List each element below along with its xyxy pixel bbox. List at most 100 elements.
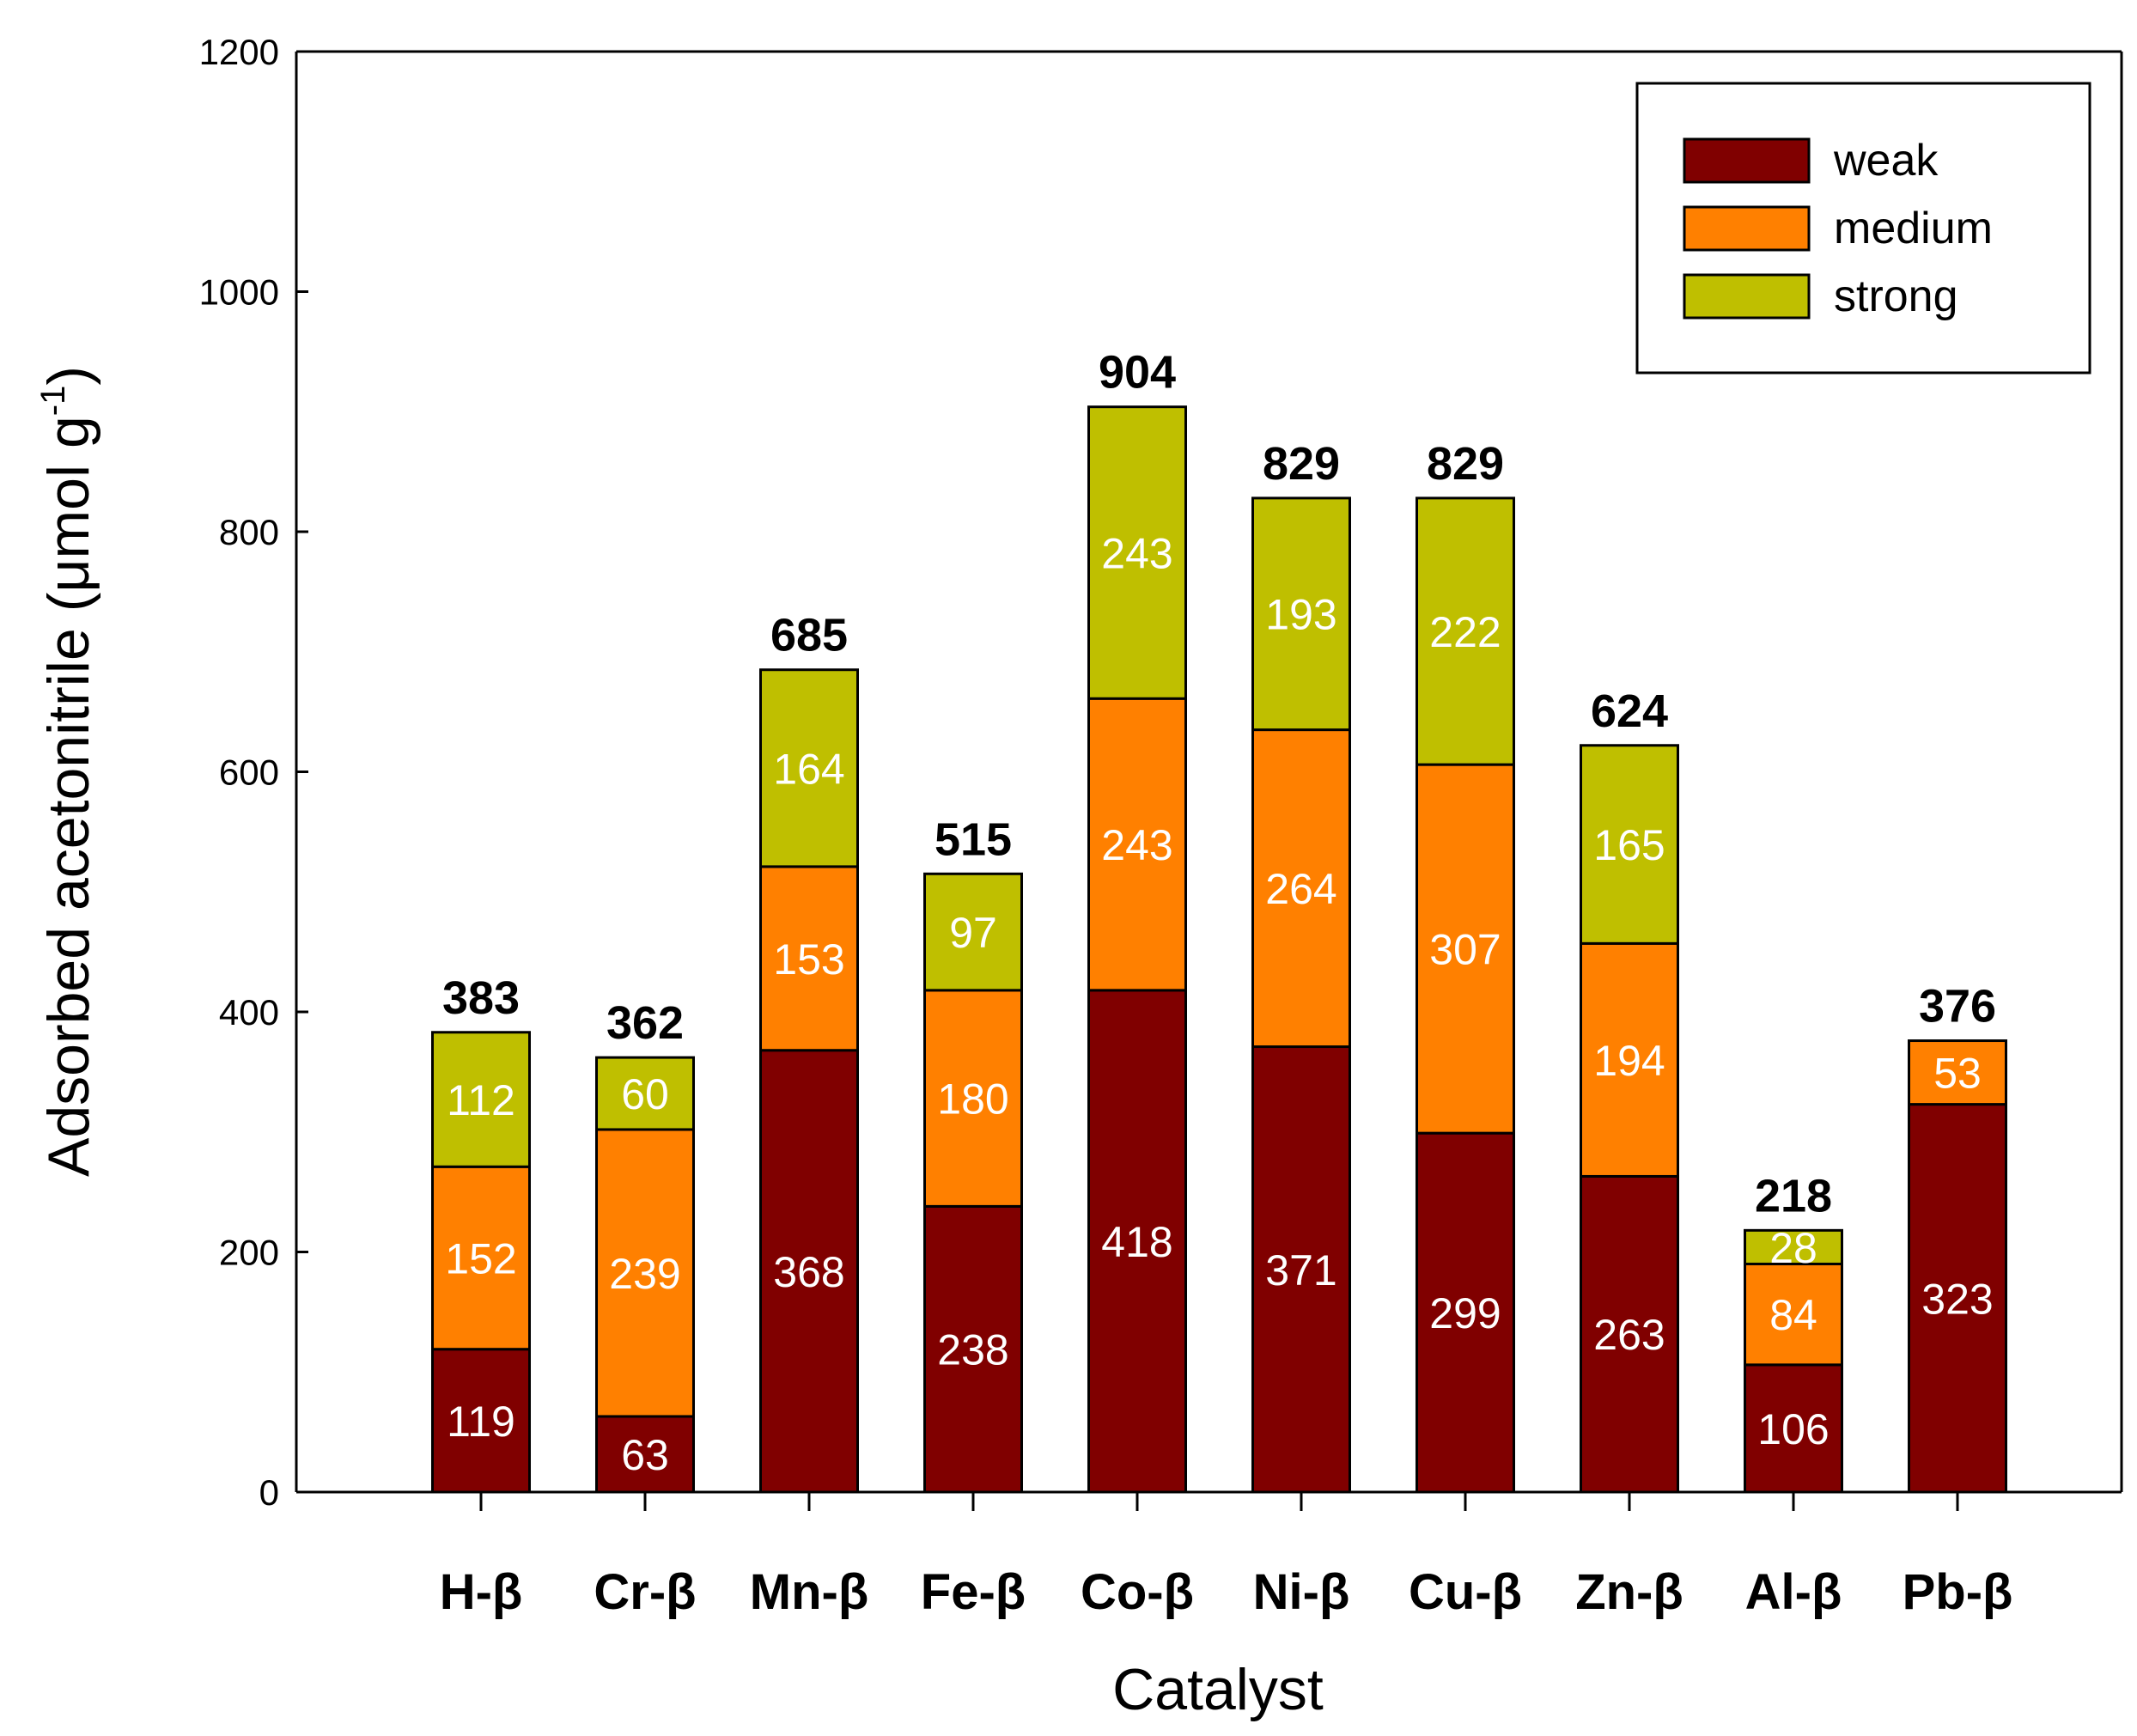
- bar-segment-weak: [1580, 1174, 1679, 1494]
- bar-stack: 368 153 164 685: [759, 610, 859, 1494]
- bar-segment-weak: [1251, 1045, 1351, 1494]
- legend-label-weak: weak: [1833, 136, 1939, 186]
- x-axis-title: Catalyst: [1112, 1657, 1324, 1722]
- bar-segment-weak: [923, 1204, 1023, 1494]
- y-tick-label: 1200: [199, 32, 279, 72]
- data-label-weak: 263: [1593, 1311, 1665, 1359]
- bar-segment-strong: [1251, 496, 1351, 732]
- y-tick-label: 800: [219, 512, 279, 552]
- data-label-medium: 264: [1265, 865, 1336, 913]
- x-tick-label: Co-β: [1081, 1564, 1194, 1620]
- data-label-medium: 180: [937, 1075, 1008, 1124]
- bar-segment-strong: [1087, 405, 1187, 700]
- legend-swatch-strong: [1683, 273, 1811, 320]
- data-label-medium: 153: [773, 935, 844, 984]
- bar-segment-medium: [1087, 697, 1187, 992]
- total-label: 829: [1427, 438, 1504, 490]
- data-label-strong: 28: [1769, 1224, 1817, 1272]
- total-label: 218: [1755, 1170, 1832, 1221]
- bar-segment-strong: [1744, 1228, 1843, 1265]
- total-label: 376: [1919, 981, 1996, 1032]
- data-label-weak: 119: [447, 1398, 515, 1446]
- legend-label-medium: medium: [1834, 204, 1993, 253]
- data-label-strong: 222: [1429, 608, 1501, 656]
- bar-segment-strong: [431, 1031, 531, 1168]
- bar-segment-medium: [1908, 1039, 2007, 1106]
- total-label: 362: [606, 997, 684, 1049]
- bar-stack: 238 180 97 515: [923, 813, 1023, 1494]
- legend: weak medium strong: [1635, 82, 2091, 375]
- total-label: 624: [1591, 685, 1668, 737]
- data-label-strong: 193: [1265, 591, 1336, 639]
- x-tick-label: Al-β: [1745, 1564, 1842, 1620]
- bar-stack: 263 194 165 624: [1580, 685, 1679, 1494]
- bar-segment-medium: [1580, 941, 1679, 1178]
- legend-swatch-medium: [1683, 205, 1811, 252]
- y-tick-label: 1000: [199, 272, 279, 313]
- x-tick-label: Cr-β: [594, 1564, 696, 1620]
- bar-segment-medium: [1744, 1262, 1843, 1367]
- legend-swatch-weak: [1683, 137, 1811, 184]
- total-label: 829: [1263, 438, 1340, 490]
- bar-segment-medium: [1416, 763, 1515, 1135]
- bar-segment-strong: [923, 872, 1023, 992]
- bar-segment-medium: [759, 865, 859, 1052]
- bar-segment-strong: [595, 1056, 695, 1131]
- x-ticks: H-β Cr-β Mn-β Fe-β Co-β Ni-β Cu-β Zn-β Al-β Pb-β: [440, 1492, 2013, 1620]
- data-label-medium: 194: [1593, 1037, 1665, 1085]
- bar-segment-strong: [759, 668, 859, 868]
- data-label-medium: 152: [445, 1234, 516, 1282]
- bar-segment-medium: [595, 1128, 695, 1418]
- data-label-medium: 239: [609, 1250, 680, 1298]
- bar-stack: 323 53 376: [1908, 981, 2007, 1494]
- data-label-weak: 106: [1757, 1405, 1829, 1453]
- x-tick-label: Fe-β: [921, 1564, 1026, 1620]
- x-tick-label: Ni-β: [1253, 1564, 1350, 1620]
- bar-stack: 63 239 60 362: [595, 997, 695, 1494]
- x-tick-label: Zn-β: [1575, 1564, 1683, 1620]
- y-axis-title-main: Adsorbed acetonitrile (μmol g: [36, 416, 101, 1177]
- y-axis-title-close: ): [36, 366, 101, 386]
- bar-stack: 299 307 222 829: [1416, 438, 1515, 1494]
- data-label-weak: 238: [937, 1326, 1008, 1374]
- y-tick-label: 200: [219, 1233, 279, 1273]
- bar-segment-weak: [759, 1049, 859, 1494]
- data-label-weak: 368: [773, 1248, 844, 1296]
- data-label-weak: 63: [621, 1431, 669, 1479]
- y-tick-label: 600: [219, 752, 279, 793]
- x-tick-label: Cu-β: [1409, 1564, 1522, 1620]
- y-axis-title: Adsorbed acetonitrile (μmol g-1): [34, 366, 101, 1177]
- y-axis-title-superscript: -1: [34, 386, 72, 417]
- bars: 119 152 112 383 63 239 60 362 368 153 164 685 238 180…: [431, 347, 2007, 1494]
- data-label-medium: 53: [1933, 1050, 1982, 1098]
- total-label: 515: [935, 813, 1012, 865]
- data-label-weak: 323: [1921, 1275, 1993, 1323]
- data-label-strong: 164: [773, 745, 844, 793]
- data-label-strong: 60: [621, 1070, 669, 1118]
- bar-segment-strong: [1580, 744, 1679, 945]
- y-ticks: 0 200 400 600 800 1000 1200: [199, 32, 308, 1513]
- total-label: 685: [770, 610, 848, 661]
- legend-items: weak medium strong: [1683, 136, 1993, 321]
- bar-segment-medium: [1251, 728, 1351, 1049]
- x-tick-label: Pb-β: [1903, 1564, 2013, 1620]
- bar-stack: 119 152 112 383: [431, 972, 531, 1494]
- total-label: 904: [1099, 347, 1176, 399]
- data-label-strong: 243: [1101, 529, 1172, 577]
- data-label-medium: 84: [1769, 1291, 1817, 1339]
- legend-label-strong: strong: [1834, 271, 1958, 321]
- x-tick-label: Mn-β: [750, 1564, 868, 1620]
- data-label-weak: 371: [1265, 1246, 1336, 1294]
- data-label-medium: 307: [1429, 926, 1501, 974]
- data-label-strong: 112: [447, 1076, 515, 1124]
- total-label: 383: [442, 972, 520, 1024]
- x-tick-label: H-β: [440, 1564, 523, 1620]
- bar-segment-strong: [1416, 496, 1515, 766]
- data-label-medium: 243: [1101, 821, 1172, 869]
- bar-segment-medium: [431, 1165, 531, 1351]
- data-label-weak: 299: [1429, 1289, 1501, 1337]
- bar-segment-weak: [1744, 1363, 1843, 1494]
